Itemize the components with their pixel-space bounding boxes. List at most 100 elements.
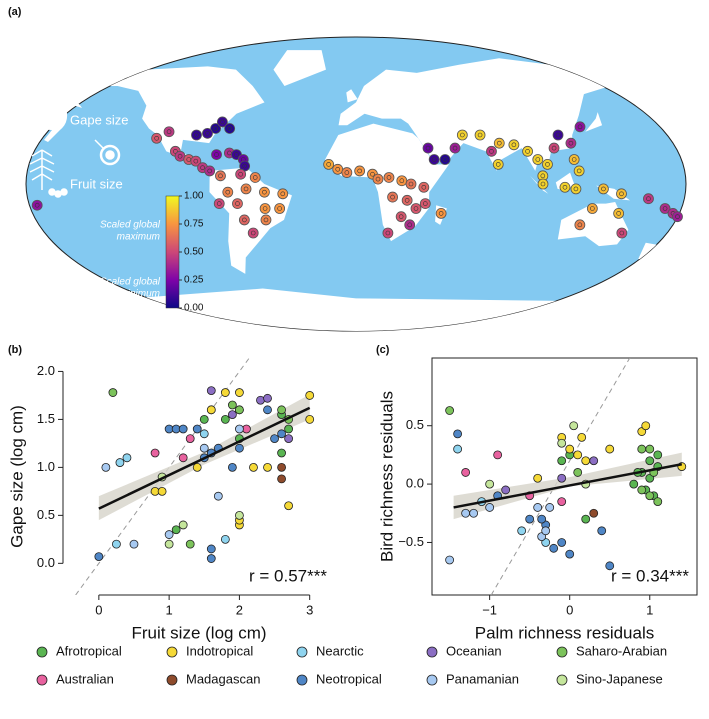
data-point (525, 514, 535, 524)
map-point-core (616, 211, 621, 216)
map-point (537, 178, 549, 190)
map-point-core (555, 132, 561, 138)
data-point (533, 473, 543, 483)
map-point-core (280, 191, 286, 197)
data-point (653, 450, 663, 460)
map-point-core (370, 171, 375, 177)
x-tick-label: −1 (482, 602, 497, 617)
map-point (238, 214, 250, 226)
map-point (249, 172, 261, 183)
map-point (190, 155, 202, 167)
data-point (150, 448, 160, 458)
map-point-core (200, 165, 205, 170)
data-point (445, 406, 455, 415)
legend-marker (36, 674, 48, 686)
map-point-core (234, 152, 239, 157)
map-point-core (326, 162, 331, 167)
data-point (157, 486, 167, 496)
data-point (235, 424, 244, 434)
data-point (206, 405, 216, 415)
map-point-core (495, 162, 501, 167)
y-tick-label: 2.0 (37, 363, 55, 378)
map-point (240, 183, 252, 195)
map-point-core (225, 189, 231, 195)
data-point (645, 444, 655, 454)
legend-label: Indotropical (186, 643, 253, 658)
map-point-core (646, 196, 651, 201)
map-point-core (186, 157, 192, 162)
map-point (232, 198, 243, 210)
map-point (277, 188, 289, 200)
map-point-core (227, 126, 232, 131)
map-point (439, 154, 451, 165)
data-point (577, 432, 587, 442)
map-point (383, 172, 395, 183)
data-point (249, 462, 258, 472)
data-point (485, 503, 495, 512)
map-point (598, 183, 609, 195)
map-point (405, 178, 417, 190)
map-point-core (216, 201, 222, 206)
map-point-core (235, 201, 240, 206)
map-point-core (562, 184, 568, 190)
legend-marker (166, 646, 178, 658)
data-point (101, 462, 111, 472)
y-tick-label: 0.5 (37, 507, 55, 522)
y-axis-title: Bird richness residuals (377, 391, 396, 562)
data-point (493, 450, 503, 460)
map-point-core (207, 168, 212, 174)
map-point-core (250, 230, 256, 236)
colorbar-max-label: maximum (117, 232, 160, 243)
map-point (616, 188, 627, 200)
data-point (277, 462, 286, 472)
map-point-core (193, 158, 199, 164)
map-point-core (619, 191, 624, 197)
data-point (122, 453, 132, 463)
data-point (178, 424, 188, 434)
landmass (346, 89, 358, 103)
data-point (581, 514, 591, 524)
data-point (569, 421, 579, 431)
data-point (235, 443, 244, 453)
map-point (222, 186, 234, 198)
data-point (641, 421, 651, 431)
data-point (565, 549, 575, 559)
map-point-core (540, 173, 546, 179)
data-point (108, 388, 118, 397)
data-point (213, 491, 223, 501)
map-point-core (166, 129, 172, 135)
map-point (542, 158, 553, 170)
map-point (332, 163, 344, 175)
data-point (461, 468, 471, 477)
map-point (419, 198, 431, 210)
data-point (653, 497, 663, 507)
map-point-core (262, 206, 268, 211)
colorbar-tick-label: 0.75 (184, 219, 204, 230)
legend-label: Panamanian (446, 671, 519, 686)
data-point (445, 555, 455, 565)
data-point (199, 429, 209, 439)
annotation: Gape size (70, 112, 129, 127)
map-point-core (277, 206, 282, 211)
data-point (597, 526, 607, 536)
data-point (192, 462, 202, 472)
data-point (115, 458, 125, 467)
map-point-core (386, 175, 392, 180)
map-point-core (243, 186, 249, 192)
map-point-core (154, 135, 159, 141)
map-point (395, 211, 407, 223)
palm-icon (29, 139, 121, 198)
map-point (449, 142, 461, 154)
legend-marker (36, 646, 48, 658)
y-tick-label: 0.5 (406, 417, 424, 432)
data-point (557, 473, 567, 483)
map-point-core (590, 206, 595, 211)
y-tick-label: 1.5 (37, 411, 55, 426)
data-point (637, 485, 647, 495)
plot-area (75, 358, 315, 595)
data-point (589, 456, 599, 466)
map-point-core (571, 157, 577, 162)
map-point (224, 123, 236, 134)
colorbar-tick-label: 0.25 (184, 275, 204, 286)
